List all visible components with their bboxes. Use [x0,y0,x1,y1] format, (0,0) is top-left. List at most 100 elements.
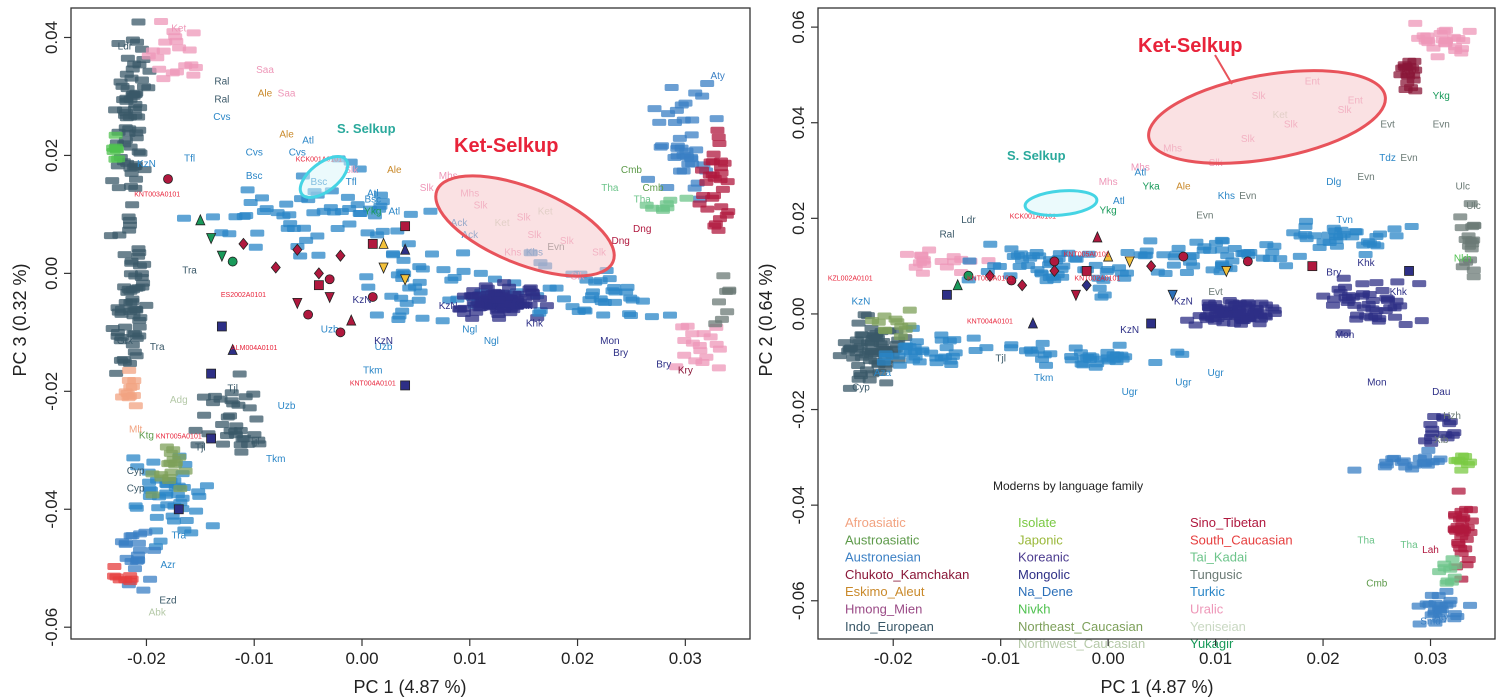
population-label: Ral [214,77,229,88]
cluster-mark [898,325,913,333]
cluster-mark [620,283,635,291]
cluster-mark [125,286,140,294]
cluster-mark [149,527,164,535]
ancient-sample-marker [378,237,389,249]
cluster-mark [1143,237,1158,245]
cluster-mark [1336,274,1351,282]
population-label: Ldr [118,41,133,52]
cluster-mark [699,178,714,186]
cluster-mark [879,352,894,360]
cluster-mark [179,517,194,525]
ancient-sample-marker [1027,317,1039,329]
cluster-mark [1043,350,1058,358]
ancient-sample-marker [400,380,411,391]
cluster-mark [223,427,238,435]
cluster-mark [1242,300,1257,308]
cluster-mark [456,249,471,257]
cluster-mark [679,194,694,202]
cluster-mark [1088,363,1103,371]
cluster-mark [236,213,251,221]
cluster-mark [1188,321,1203,329]
cluster-mark [1039,361,1054,369]
pca-panel-pc1-pc3: Ket Ldr Saa Ale Saa Ral Ral Cvs Cvs Cvs Ale Atl Tfl B… [10,7,751,697]
cluster-mark [720,308,735,316]
legend-title: Moderns by language family [993,479,1143,493]
cluster-mark [127,565,142,573]
x-tick-label: -0.01 [981,649,1020,668]
cluster-mark [466,292,481,300]
cluster-mark [539,302,554,310]
cluster-mark [1379,294,1394,302]
cluster-mark [145,491,160,499]
cluster-mark [223,412,238,420]
cluster-mark [480,291,495,299]
cluster-mark [1034,270,1049,278]
cluster-mark [1454,533,1469,541]
cluster-mark [664,83,679,91]
population-label: Adg [170,395,188,406]
cluster-mark [1428,599,1443,607]
ancient-sample-marker [238,237,249,251]
population-label: Dng [633,224,651,235]
ancient-sample-id: ALM004A0101 [231,345,277,352]
cluster-mark [372,205,387,213]
population-label: KzN [1120,325,1139,336]
cluster-mark [129,504,144,512]
cluster-mark [142,485,157,493]
ancient-sample-marker [399,274,411,286]
x-axis-label: PC 1 (4.87 %) [353,677,466,697]
ancient-sample-marker [367,292,378,302]
cluster-mark [154,17,169,25]
cluster-mark [186,71,201,79]
population-label: Uzb [321,324,339,335]
cluster-mark [1100,354,1115,362]
cluster-mark [1411,602,1426,610]
cluster-mark [1150,268,1165,276]
x-axis-ticks: -0.02 -0.01 0.00 0.01 0.02 0.03 [127,639,702,668]
cluster-mark [635,297,650,305]
cluster-mark [158,38,173,46]
cluster-mark [118,323,133,331]
cluster-mark [243,199,258,207]
cluster-mark [1462,237,1477,245]
ancient-sample-marker [292,297,303,310]
cluster-mark [132,61,147,69]
y-axis-ticks: 0.06 0.04 0.02 0.00 -0.02 -0.04 -0.06 [789,11,818,620]
population-label: Tra [171,531,186,542]
cluster-mark [1092,284,1107,292]
legend-entry: Hmong_Mien [845,602,922,617]
cluster-mark [685,116,700,124]
cluster-mark [942,337,957,345]
cluster-mark [169,37,184,45]
x-tick-label: 0.00 [345,649,378,668]
cluster-mark [706,150,721,158]
legend-entry: Tungusic [1190,567,1243,582]
population-label: KzN [137,159,156,170]
cluster-mark [713,176,728,184]
cluster-mark [127,377,142,385]
legend: Moderns by language family Afroasiatic Au… [845,479,1293,651]
ancient-sample-marker [1242,256,1253,267]
cluster-mark [456,267,471,275]
cluster-mark [870,334,885,342]
y-tick-label: -0.04 [789,486,808,525]
y-tick-label: -0.02 [42,372,61,411]
cluster-mark [1175,350,1190,358]
cluster-mark [113,337,128,345]
cluster-mark [152,65,167,73]
population-label: Mon [1367,378,1386,389]
ket-selkup-ellipse [1147,69,1387,165]
ancient-sample-marker [313,280,324,291]
population-label: Bry [613,348,628,359]
cluster-mark [685,330,700,338]
cluster-mark [1227,244,1242,252]
cluster-mark [391,316,406,324]
cluster-mark [112,231,127,239]
ancient-sample-marker [1146,260,1157,273]
cluster-mark [899,250,914,258]
cluster-mark [579,276,594,284]
cluster-mark [878,365,893,373]
ancient-sample-marker [963,270,974,281]
cluster-mark [710,126,725,134]
cluster-mark [556,295,571,303]
